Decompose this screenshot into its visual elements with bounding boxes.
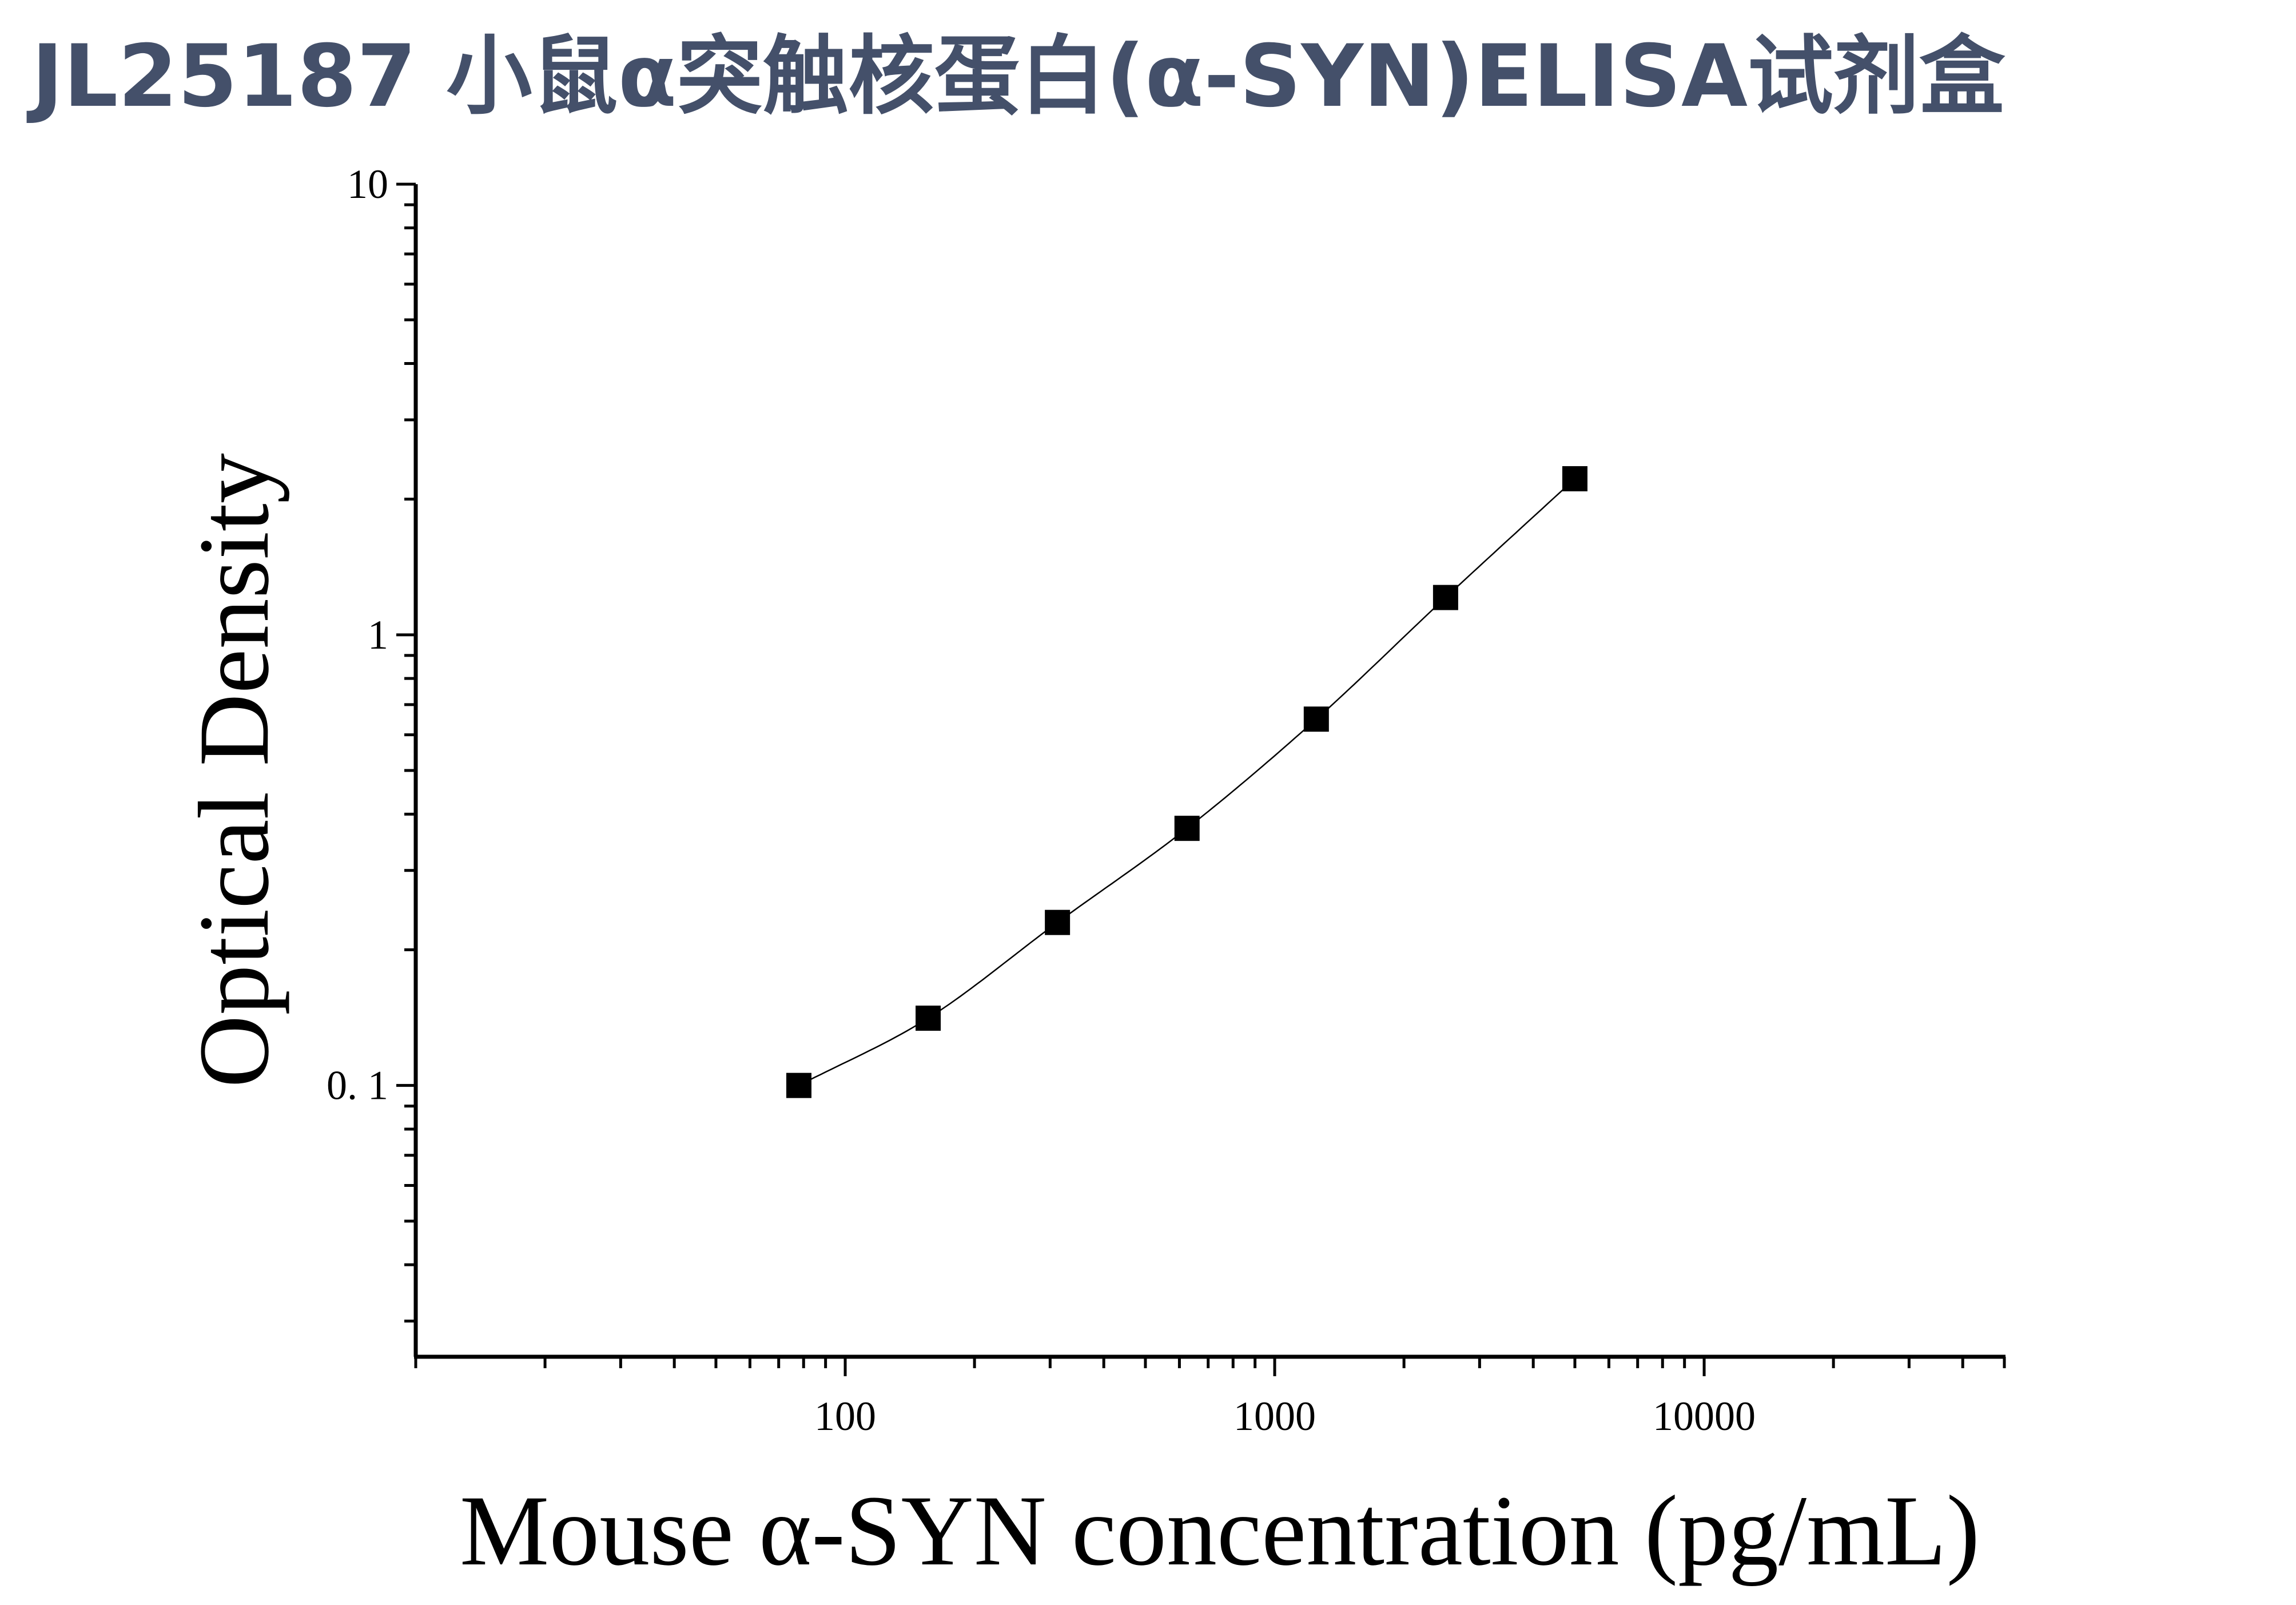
data-point bbox=[1432, 585, 1458, 610]
data-point bbox=[1562, 466, 1587, 491]
data-point bbox=[1303, 706, 1329, 732]
y-tick-label: 10 bbox=[347, 161, 388, 207]
page-title: JL25187 小鼠α突触核蛋白(α-SYN)ELISA试剂盒 bbox=[26, 27, 2005, 126]
x-tick-label: 10000 bbox=[1653, 1393, 1756, 1439]
tick-labels: 100 1000 10000 0. 1 1 10 bbox=[327, 161, 1756, 1439]
axes bbox=[413, 184, 2005, 1359]
fit-curve bbox=[798, 478, 1575, 1086]
x-tick-label: 1000 bbox=[1233, 1393, 1316, 1439]
fit-curve-line bbox=[798, 478, 1575, 1086]
x-axis-title: Mouse α-SYN concentration (pg/mL) bbox=[460, 1475, 1980, 1587]
y-tick-label: 0. 1 bbox=[327, 1063, 388, 1109]
x-tick-label: 100 bbox=[814, 1393, 876, 1439]
y-axis-title: Optical Density bbox=[178, 453, 290, 1088]
data-points bbox=[786, 466, 1587, 1098]
axis-ticks bbox=[396, 182, 2006, 1376]
data-point bbox=[1045, 909, 1071, 935]
y-tick-label: 1 bbox=[368, 612, 388, 658]
data-point bbox=[916, 1006, 941, 1031]
data-point bbox=[1174, 816, 1200, 841]
data-point bbox=[786, 1072, 811, 1098]
